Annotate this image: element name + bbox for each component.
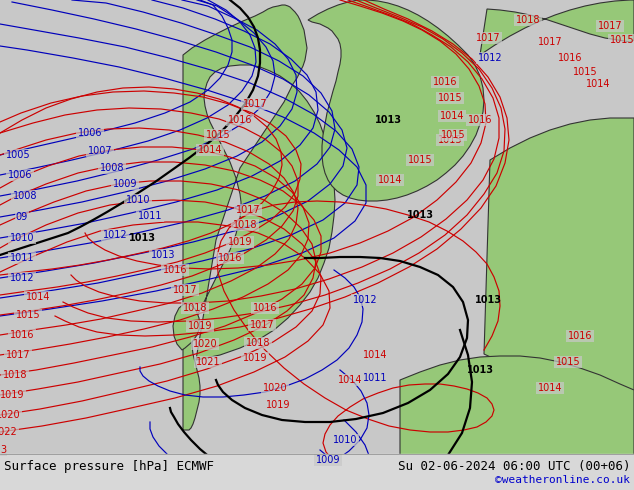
Text: 1011: 1011 bbox=[363, 373, 387, 383]
Text: 1019: 1019 bbox=[0, 390, 24, 400]
Text: 1022: 1022 bbox=[0, 427, 17, 437]
Text: 1016: 1016 bbox=[228, 115, 252, 125]
Text: 3: 3 bbox=[0, 445, 6, 455]
Text: 1015: 1015 bbox=[16, 310, 41, 320]
Text: 1013: 1013 bbox=[474, 295, 501, 305]
Text: 1020: 1020 bbox=[262, 383, 287, 393]
Text: 1017: 1017 bbox=[236, 205, 261, 215]
Text: 1006: 1006 bbox=[8, 170, 32, 180]
Text: 1014: 1014 bbox=[26, 292, 50, 302]
Text: 1013: 1013 bbox=[406, 210, 434, 220]
Text: Surface pressure [hPa] ECMWF: Surface pressure [hPa] ECMWF bbox=[4, 460, 214, 472]
Text: 1015: 1015 bbox=[555, 357, 580, 367]
Text: 1018: 1018 bbox=[233, 220, 257, 230]
Text: 1016: 1016 bbox=[433, 77, 457, 87]
Polygon shape bbox=[400, 356, 634, 490]
Text: 1016: 1016 bbox=[253, 303, 277, 313]
Text: 1014: 1014 bbox=[586, 79, 611, 89]
Text: 1017: 1017 bbox=[172, 285, 197, 295]
Text: 1021: 1021 bbox=[196, 357, 220, 367]
Text: 1012: 1012 bbox=[103, 230, 127, 240]
Text: 1014: 1014 bbox=[338, 375, 362, 385]
Text: 1015: 1015 bbox=[610, 35, 634, 45]
Text: 1014: 1014 bbox=[440, 111, 464, 121]
Text: 1020: 1020 bbox=[193, 339, 217, 349]
Text: 1019: 1019 bbox=[266, 400, 290, 410]
Text: 1015: 1015 bbox=[205, 130, 230, 140]
Text: 1017: 1017 bbox=[598, 21, 623, 31]
Text: 1017: 1017 bbox=[243, 99, 268, 109]
Text: 1011: 1011 bbox=[138, 211, 162, 221]
Text: 1016: 1016 bbox=[217, 253, 242, 263]
Text: 1011: 1011 bbox=[10, 253, 34, 263]
Text: 1017: 1017 bbox=[250, 320, 275, 330]
Text: 1013: 1013 bbox=[151, 250, 175, 260]
Text: 1018: 1018 bbox=[3, 370, 27, 380]
Polygon shape bbox=[308, 0, 484, 201]
Text: 1017: 1017 bbox=[476, 33, 500, 43]
Text: 1015: 1015 bbox=[441, 130, 465, 140]
Polygon shape bbox=[183, 5, 335, 430]
Text: 1009: 1009 bbox=[316, 455, 340, 465]
Text: 1015: 1015 bbox=[437, 93, 462, 103]
Text: 09: 09 bbox=[16, 212, 28, 222]
Text: 1019: 1019 bbox=[228, 237, 252, 247]
Text: 1010: 1010 bbox=[333, 435, 357, 445]
Text: 1007: 1007 bbox=[87, 146, 112, 156]
Text: ©weatheronline.co.uk: ©weatheronline.co.uk bbox=[495, 475, 630, 485]
Text: 1018: 1018 bbox=[515, 15, 540, 25]
Polygon shape bbox=[173, 303, 200, 350]
Text: Su 02-06-2024 06:00 UTC (00+06): Su 02-06-2024 06:00 UTC (00+06) bbox=[398, 460, 630, 472]
Text: 1013: 1013 bbox=[129, 233, 155, 243]
Text: 1019: 1019 bbox=[243, 353, 268, 363]
Text: 1018: 1018 bbox=[246, 338, 270, 348]
Text: 1020: 1020 bbox=[0, 410, 20, 420]
Text: 1016: 1016 bbox=[468, 115, 492, 125]
Text: 1013: 1013 bbox=[467, 365, 493, 375]
Text: 1016: 1016 bbox=[10, 330, 34, 340]
Text: 1006: 1006 bbox=[78, 128, 102, 138]
Text: 1014: 1014 bbox=[538, 383, 562, 393]
Text: 1013: 1013 bbox=[375, 115, 401, 125]
Text: 1005: 1005 bbox=[6, 150, 30, 160]
Text: 1012: 1012 bbox=[477, 53, 502, 63]
Text: 1014: 1014 bbox=[198, 145, 223, 155]
Text: 1018: 1018 bbox=[183, 303, 207, 313]
Text: 1014: 1014 bbox=[378, 175, 402, 185]
Text: 1012: 1012 bbox=[353, 295, 377, 305]
Text: 1008: 1008 bbox=[100, 163, 124, 173]
Text: 1017: 1017 bbox=[538, 37, 562, 47]
Text: 1019: 1019 bbox=[188, 321, 212, 331]
Text: 1016: 1016 bbox=[558, 53, 582, 63]
Text: 1008: 1008 bbox=[13, 191, 37, 201]
Polygon shape bbox=[480, 0, 634, 55]
Text: 1012: 1012 bbox=[10, 273, 34, 283]
Text: 1017: 1017 bbox=[6, 350, 30, 360]
Text: 1015: 1015 bbox=[573, 67, 597, 77]
Text: 1016: 1016 bbox=[163, 265, 187, 275]
Text: 1016: 1016 bbox=[568, 331, 592, 341]
Text: 1015: 1015 bbox=[408, 155, 432, 165]
Text: 1010: 1010 bbox=[10, 233, 34, 243]
Text: 1009: 1009 bbox=[113, 179, 137, 189]
Polygon shape bbox=[484, 118, 634, 490]
Text: 1010: 1010 bbox=[126, 195, 150, 205]
Text: 1014: 1014 bbox=[363, 350, 387, 360]
Text: 1015: 1015 bbox=[437, 135, 462, 145]
